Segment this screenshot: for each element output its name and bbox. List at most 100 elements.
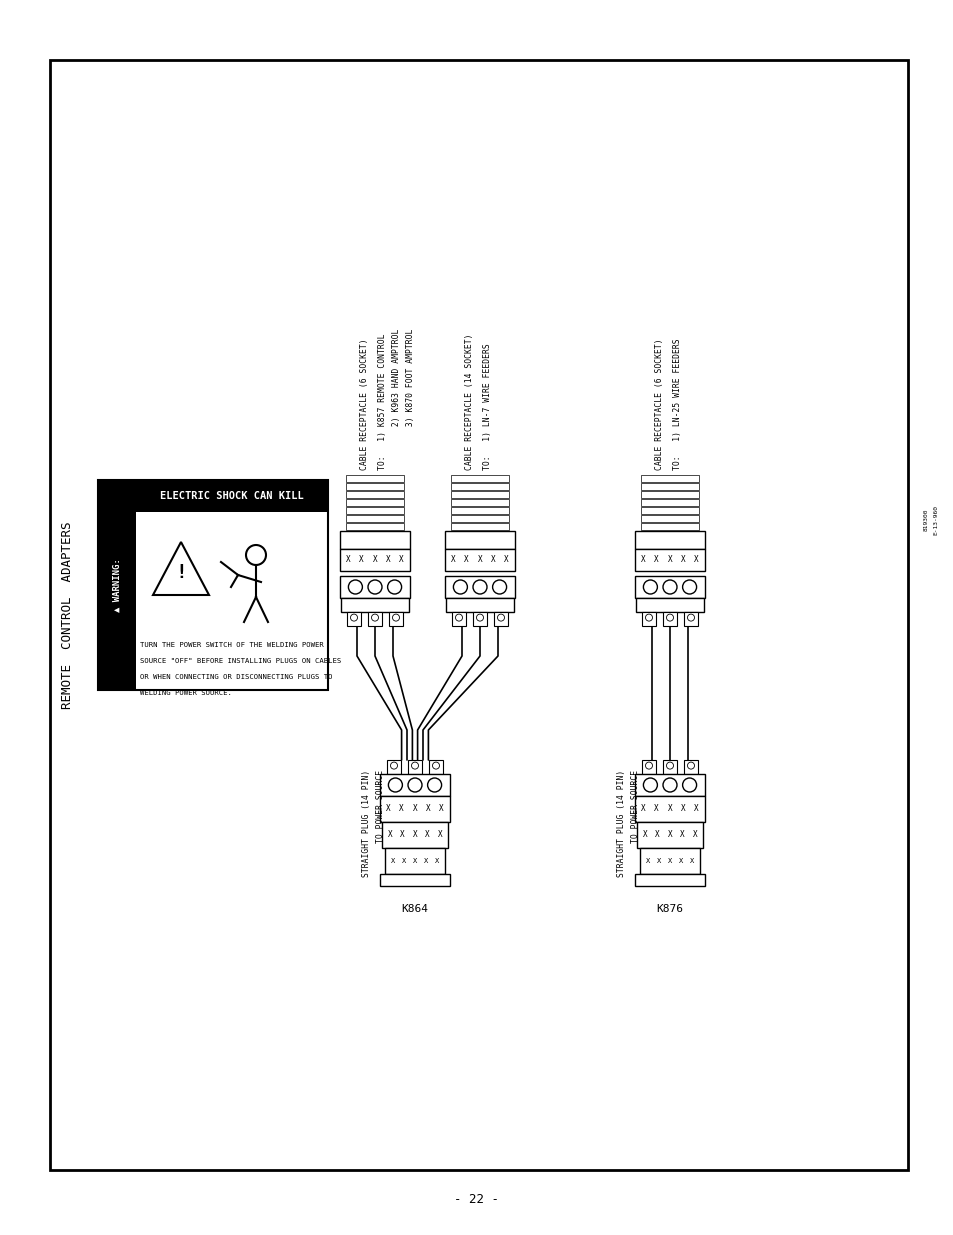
Bar — [339, 531, 410, 550]
Text: K876: K876 — [656, 904, 682, 914]
Text: X: X — [667, 556, 672, 564]
Bar — [444, 550, 515, 571]
Bar — [136, 480, 328, 513]
Bar — [639, 848, 700, 874]
Circle shape — [348, 580, 362, 594]
Text: X: X — [690, 858, 694, 864]
Text: X: X — [504, 556, 508, 564]
Text: X: X — [667, 858, 672, 864]
Circle shape — [368, 580, 381, 594]
Text: CABLE RECEPTACLE (14 SOCKET): CABLE RECEPTACLE (14 SOCKET) — [465, 333, 474, 471]
Bar — [450, 515, 509, 522]
Text: X: X — [694, 556, 699, 564]
Text: X: X — [655, 830, 659, 840]
Text: X: X — [680, 556, 685, 564]
Bar — [662, 760, 677, 774]
Bar — [641, 760, 656, 774]
Circle shape — [687, 614, 694, 621]
Text: X: X — [437, 830, 442, 840]
Text: X: X — [390, 858, 395, 864]
Text: X: X — [399, 556, 403, 564]
Text: X: X — [645, 858, 649, 864]
Text: TO:   1) LN-7 WIRE FEEDERS: TO: 1) LN-7 WIRE FEEDERS — [483, 343, 492, 471]
Text: X: X — [425, 830, 430, 840]
Bar — [450, 483, 509, 490]
Text: STRAIGHT PLUG (14 PIN): STRAIGHT PLUG (14 PIN) — [362, 769, 371, 877]
Bar — [379, 874, 450, 885]
Bar — [639, 492, 699, 498]
Text: TO POWER SOURCE: TO POWER SOURCE — [631, 769, 639, 844]
Circle shape — [476, 614, 483, 621]
Text: OR WHEN CONNECTING OR DISCONNECTING PLUGS TO: OR WHEN CONNECTING OR DISCONNECTING PLUG… — [140, 674, 333, 680]
Bar — [635, 774, 704, 797]
Circle shape — [388, 778, 402, 792]
Text: X: X — [667, 804, 672, 814]
Bar — [450, 492, 509, 498]
Bar — [635, 874, 704, 885]
Circle shape — [371, 614, 378, 621]
Text: 819300: 819300 — [923, 509, 927, 531]
Text: X: X — [399, 830, 404, 840]
Bar — [662, 613, 677, 626]
Text: X: X — [387, 830, 392, 840]
Bar — [473, 613, 486, 626]
Text: X: X — [679, 858, 682, 864]
Circle shape — [350, 614, 357, 621]
Bar — [639, 499, 699, 506]
Circle shape — [455, 614, 462, 621]
Bar — [384, 848, 445, 874]
Text: 2) K963 HAND AMPTROL: 2) K963 HAND AMPTROL — [392, 329, 401, 471]
Text: X: X — [692, 830, 697, 840]
Text: X: X — [373, 556, 377, 564]
Bar — [450, 522, 509, 530]
Bar — [641, 613, 656, 626]
Text: X: X — [451, 556, 456, 564]
Text: X: X — [413, 804, 416, 814]
Text: !: ! — [175, 562, 187, 582]
Bar — [347, 613, 360, 626]
Bar — [341, 598, 408, 613]
Bar — [389, 613, 402, 626]
Text: X: X — [694, 804, 699, 814]
Text: REMOTE  CONTROL  ADAPTERS: REMOTE CONTROL ADAPTERS — [61, 521, 74, 709]
Text: X: X — [656, 858, 660, 864]
Text: X: X — [413, 830, 416, 840]
Circle shape — [432, 762, 439, 769]
Circle shape — [662, 778, 677, 792]
Bar — [387, 760, 400, 774]
Circle shape — [408, 778, 421, 792]
Bar — [345, 483, 404, 490]
Bar — [345, 492, 404, 498]
Text: X: X — [654, 804, 659, 814]
Circle shape — [682, 778, 696, 792]
Text: X: X — [386, 556, 390, 564]
Bar — [635, 576, 704, 598]
Text: ▲ WARNING:: ▲ WARNING: — [112, 558, 121, 611]
Circle shape — [642, 580, 657, 594]
Text: X: X — [680, 804, 685, 814]
Text: X: X — [386, 804, 391, 814]
Circle shape — [427, 778, 441, 792]
Text: - 22 -: - 22 - — [454, 1193, 499, 1207]
Circle shape — [662, 580, 677, 594]
Bar — [98, 480, 328, 690]
Bar — [636, 598, 703, 613]
Polygon shape — [152, 542, 209, 595]
Bar — [98, 480, 136, 690]
Bar — [444, 576, 515, 598]
Bar — [635, 797, 704, 823]
Bar — [637, 823, 702, 848]
Circle shape — [392, 614, 399, 621]
Circle shape — [246, 545, 266, 564]
Bar — [339, 576, 410, 598]
Bar — [450, 499, 509, 506]
Bar — [635, 550, 704, 571]
Text: X: X — [679, 830, 684, 840]
Text: ELECTRIC SHOCK CAN KILL: ELECTRIC SHOCK CAN KILL — [160, 492, 304, 501]
Text: X: X — [399, 804, 403, 814]
Bar — [446, 598, 513, 613]
Text: TO:   1) LN-25 WIRE FEEDERS: TO: 1) LN-25 WIRE FEEDERS — [673, 338, 681, 471]
Bar — [408, 760, 421, 774]
Text: X: X — [477, 556, 482, 564]
Bar — [345, 522, 404, 530]
